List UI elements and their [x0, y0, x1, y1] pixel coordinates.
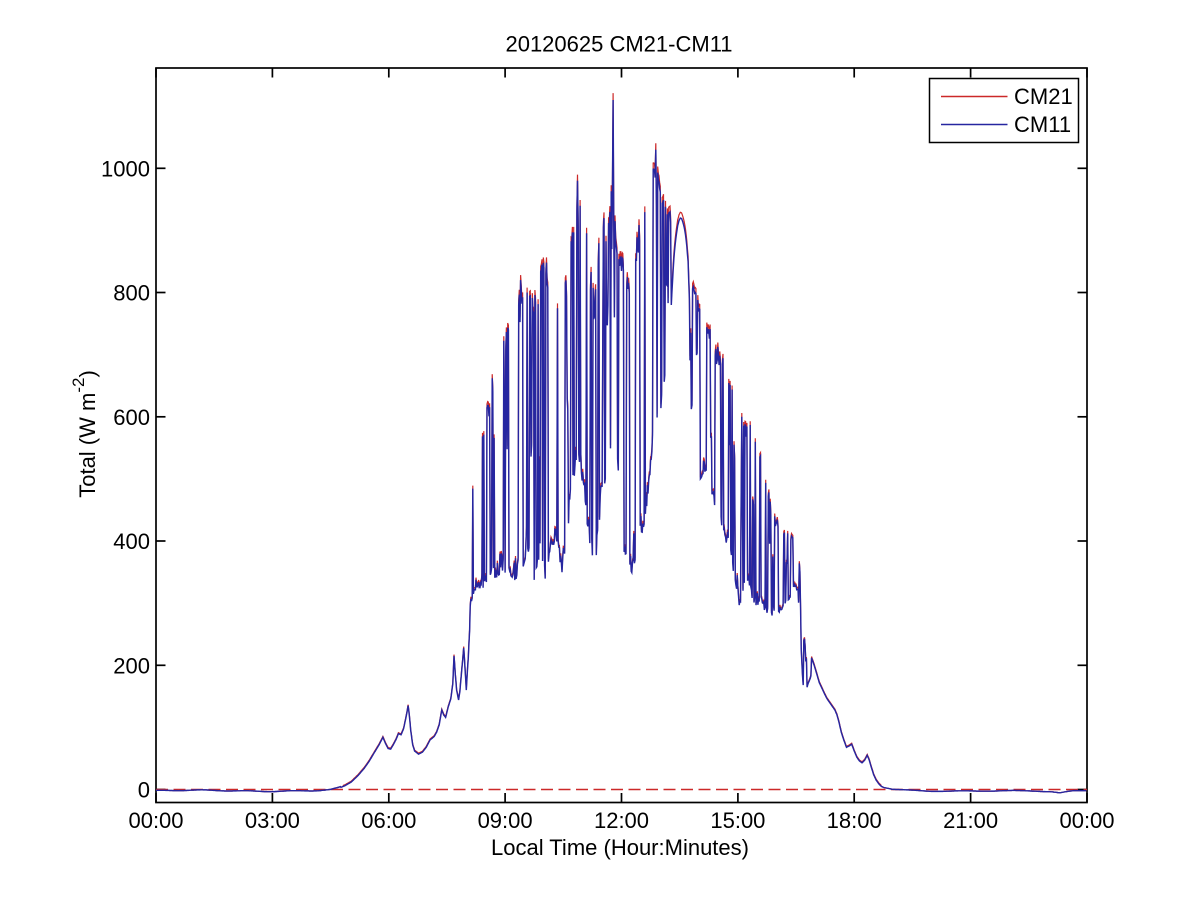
- svg-text:21:00: 21:00: [943, 808, 998, 833]
- svg-text:200: 200: [113, 653, 150, 678]
- svg-text:20120625 CM21-CM11: 20120625 CM21-CM11: [505, 32, 732, 57]
- svg-text:03:00: 03:00: [245, 808, 300, 833]
- svg-text:0: 0: [138, 778, 150, 803]
- svg-text:09:00: 09:00: [478, 808, 533, 833]
- svg-text:CM21: CM21: [1014, 84, 1073, 109]
- svg-text:00:00: 00:00: [1059, 808, 1114, 833]
- svg-text:1000: 1000: [101, 156, 150, 181]
- svg-text:400: 400: [113, 529, 150, 554]
- svg-text:800: 800: [113, 281, 150, 306]
- svg-text:12:00: 12:00: [594, 808, 649, 833]
- svg-text:06:00: 06:00: [361, 808, 416, 833]
- svg-text:CM11: CM11: [1014, 112, 1071, 137]
- svg-text:Local Time (Hour:Minutes): Local Time (Hour:Minutes): [491, 835, 749, 860]
- svg-text:15:00: 15:00: [710, 808, 765, 833]
- svg-text:18:00: 18:00: [827, 808, 882, 833]
- svg-text:00:00: 00:00: [128, 808, 183, 833]
- svg-text:600: 600: [113, 405, 150, 430]
